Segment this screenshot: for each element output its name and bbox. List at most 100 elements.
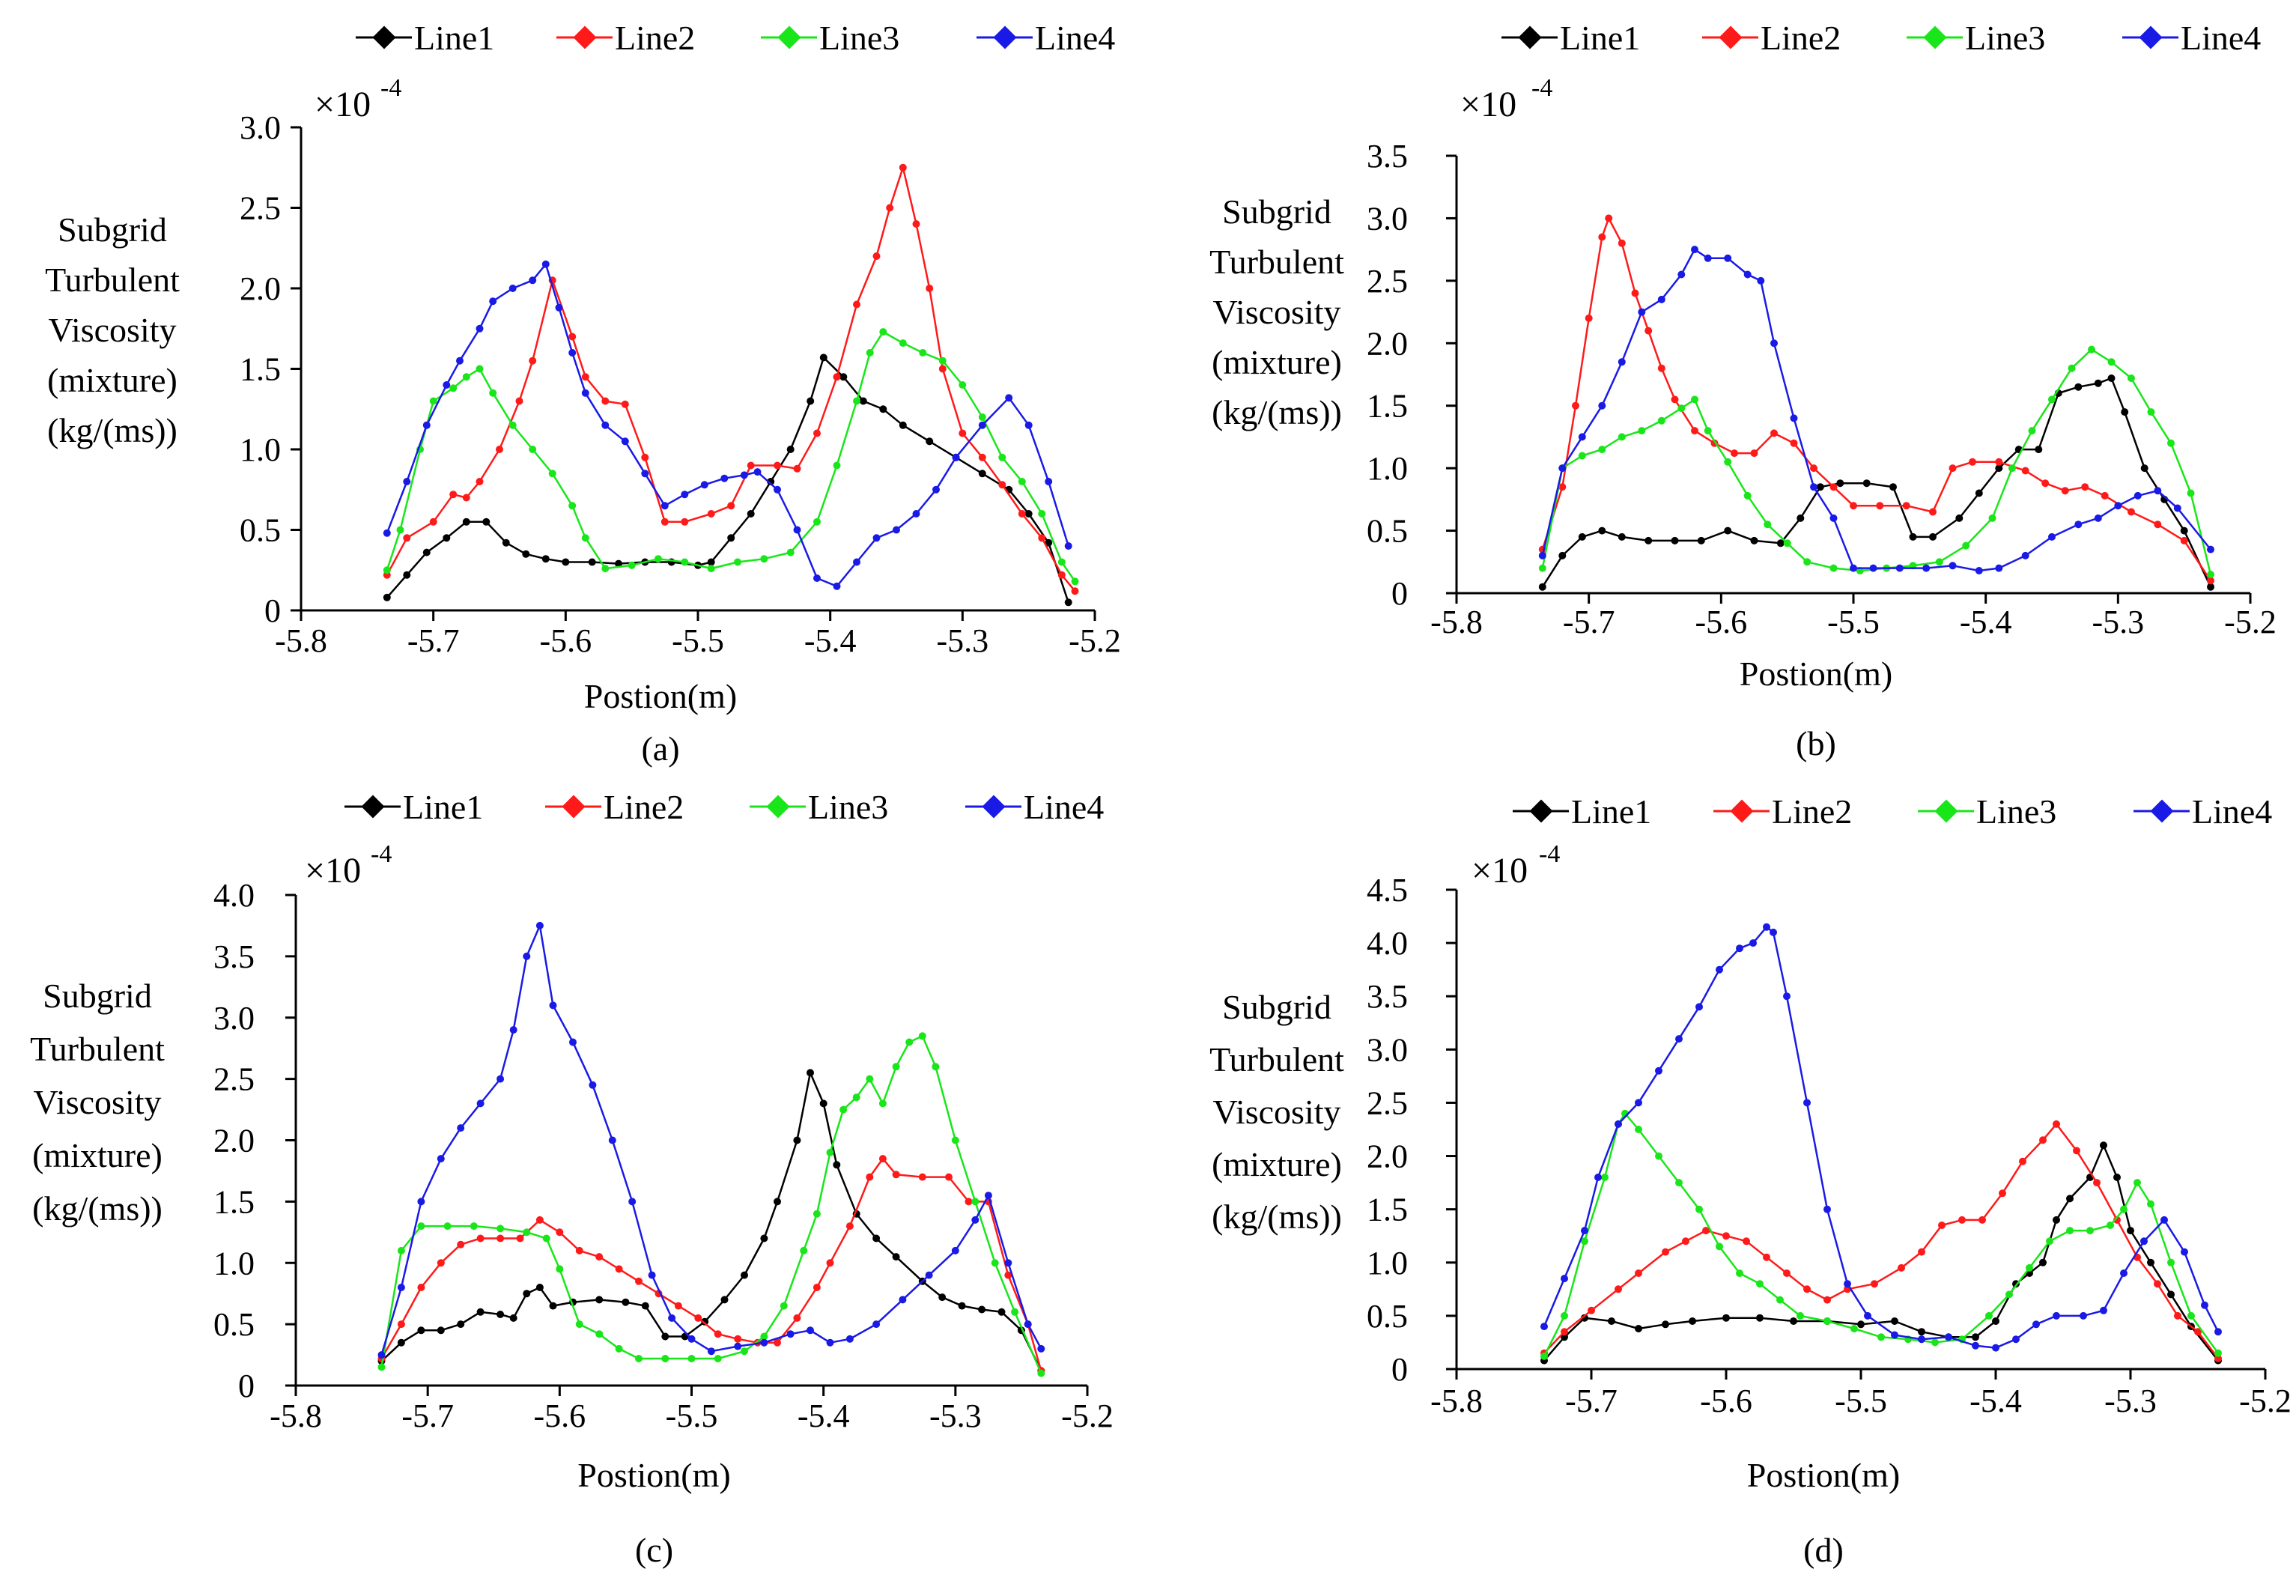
data-point — [774, 485, 781, 494]
data-point — [2066, 1227, 2074, 1235]
data-point — [2048, 395, 2056, 404]
data-point — [555, 303, 563, 312]
data-point — [1657, 364, 1665, 372]
data-point — [1004, 1271, 1012, 1279]
data-point — [833, 582, 841, 590]
data-point — [403, 478, 411, 485]
x-tick-label: -5.7 — [407, 622, 460, 659]
data-point — [648, 1271, 656, 1279]
series-line2 — [377, 1155, 1045, 1375]
data-point — [1585, 314, 1593, 322]
data-point — [872, 534, 881, 542]
data-point — [1018, 510, 1026, 518]
data-point — [767, 478, 775, 485]
data-point — [575, 1246, 583, 1254]
data-point — [1797, 514, 1805, 522]
x-tick-label: -5.5 — [1827, 604, 1880, 640]
y-tick-label: 4.0 — [1367, 925, 1408, 962]
series-line-line4 — [1541, 248, 2211, 572]
legend-label-line2: Line2 — [1772, 792, 1852, 831]
data-point — [1764, 521, 1772, 529]
x-tick-label: -5.3 — [937, 622, 989, 659]
data-point — [879, 328, 887, 336]
x-tick-label: -5.2 — [1069, 622, 1121, 659]
data-point — [1770, 339, 1778, 348]
data-point — [2012, 1335, 2020, 1344]
y-axis-label-line: (kg/(ms)) — [1212, 1198, 1342, 1236]
data-point — [661, 1332, 669, 1341]
data-point — [562, 558, 570, 566]
data-point — [1902, 502, 1910, 510]
y-tick-label: 0 — [1391, 1351, 1408, 1388]
data-point — [2066, 1195, 2074, 1203]
data-point — [2207, 571, 2214, 578]
series-line1 — [1540, 1141, 2222, 1365]
legend-marker-line3 — [1934, 799, 1958, 823]
data-point — [2080, 1311, 2087, 1320]
data-point — [568, 349, 577, 356]
data-point — [1038, 534, 1046, 542]
data-point — [793, 1314, 801, 1322]
data-point — [2093, 1179, 2101, 1187]
y-tick-label: 0 — [264, 592, 281, 629]
data-point — [2147, 408, 2155, 416]
data-point — [1898, 1263, 1905, 1272]
y-tick-label: 1.0 — [1367, 450, 1408, 487]
data-point — [1581, 1237, 1588, 1245]
data-point — [1949, 464, 1957, 473]
data-point — [1540, 1352, 1548, 1360]
data-point — [965, 1198, 973, 1206]
data-point — [535, 1216, 544, 1224]
data-point — [997, 1308, 1006, 1316]
data-point — [1608, 1317, 1615, 1325]
data-point — [1909, 532, 1917, 541]
data-point — [2214, 1349, 2222, 1357]
data-point — [1810, 483, 1817, 491]
data-point — [1891, 1331, 1898, 1339]
x-axis-label: Postion(m) — [1740, 655, 1892, 693]
series-line2 — [1538, 214, 2214, 585]
data-point — [1776, 1296, 1784, 1304]
y-axis-label-line: Turbulent — [30, 1030, 165, 1068]
data-point — [786, 446, 795, 453]
y-axis-label-line: Subgrid — [43, 977, 152, 1015]
data-point — [621, 437, 629, 446]
legend: Line1 Line2 Line3 Line4 — [356, 19, 1115, 57]
data-point — [1704, 254, 1712, 262]
series-line2 — [1540, 1120, 2222, 1362]
data-point — [403, 571, 411, 579]
data-point — [2088, 345, 2095, 354]
data-point — [1618, 239, 1626, 247]
data-point — [608, 1136, 616, 1144]
data-point — [839, 1105, 848, 1114]
data-point — [707, 510, 715, 518]
data-point — [753, 468, 762, 476]
data-point — [2028, 427, 2036, 435]
x-tick-label: -5.5 — [672, 622, 724, 659]
data-point — [747, 461, 755, 470]
data-point — [568, 333, 577, 341]
series-line3 — [383, 328, 1079, 586]
data-point — [1756, 1314, 1764, 1322]
data-point — [826, 1259, 834, 1267]
data-point — [971, 1198, 980, 1206]
data-point — [1691, 427, 1698, 435]
data-point — [568, 502, 577, 510]
y-axis-label-line: (mixture) — [1212, 343, 1342, 381]
data-point — [1635, 1325, 1642, 1332]
data-point — [1024, 421, 1033, 429]
data-point — [1850, 1325, 1858, 1332]
data-point — [734, 1335, 742, 1343]
data-point — [383, 566, 391, 574]
data-point — [496, 446, 503, 453]
data-point — [1724, 527, 1732, 535]
data-point — [951, 1136, 959, 1144]
y-tick-label: 2.0 — [1367, 325, 1408, 362]
data-point — [535, 1284, 544, 1291]
data-point — [1581, 1314, 1588, 1322]
data-point — [1810, 464, 1817, 473]
data-point — [660, 518, 669, 526]
data-point — [569, 1038, 577, 1046]
data-point — [556, 1228, 564, 1237]
data-point — [872, 252, 881, 260]
